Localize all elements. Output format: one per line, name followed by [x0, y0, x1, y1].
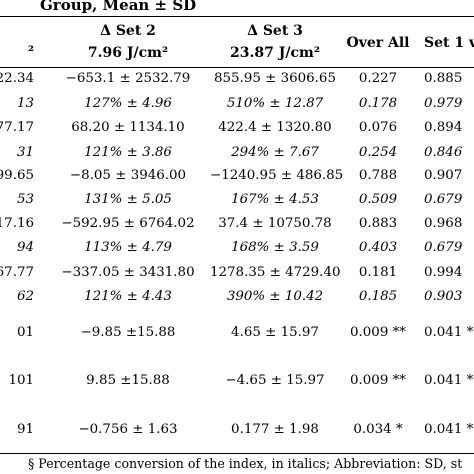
cell: 0.178	[358, 96, 398, 111]
cell: 101	[8, 373, 34, 388]
cell: 68.20 ± 1134.10	[71, 120, 185, 135]
cell: 0.679	[424, 240, 463, 255]
cell: 0.041 *	[424, 422, 474, 437]
cell: 390% ± 10.42	[226, 289, 324, 304]
cell: 0.885	[424, 71, 463, 86]
cell: 0.903	[424, 289, 463, 304]
cell: 0.041 *	[424, 373, 474, 388]
cell: 13	[16, 96, 34, 111]
cell: 0.894	[424, 120, 463, 135]
cell: 9.85 ±15.88	[86, 373, 170, 388]
cell: 0.034 *	[353, 422, 403, 437]
cell: 0.041 *	[424, 325, 474, 340]
cell: 0.009 **	[350, 373, 406, 388]
cell: 0.177 ± 1.98	[231, 422, 319, 437]
cell: 0.403	[358, 240, 398, 255]
top-rule	[0, 16, 474, 17]
cell: 91	[16, 422, 34, 437]
cell: 37.4 ± 10750.78	[218, 216, 332, 231]
col0-unit: ²	[27, 44, 34, 60]
cell: 94	[16, 240, 34, 255]
col4-title: Set 1 vs.	[424, 35, 474, 51]
header-rule	[0, 67, 474, 68]
cell: −8.05 ± 3946.00	[69, 168, 187, 183]
col2-sub: 23.87 J/cm²	[230, 45, 320, 61]
cell: 967.77	[0, 265, 34, 280]
cell: 17.16	[0, 216, 34, 231]
footnote: § Percentage conversion of the index, in…	[28, 456, 463, 471]
bottom-rule	[0, 453, 474, 454]
cell: 0.509	[358, 192, 398, 207]
cell: 0.994	[424, 265, 463, 280]
cell: 113% ± 4.79	[84, 240, 172, 255]
cell: 131% ± 5.05	[84, 192, 172, 207]
cell: 31	[16, 145, 34, 160]
cell: 121% ± 3.86	[84, 145, 172, 160]
cell: −9.85 ±15.88	[80, 325, 176, 340]
col2-title: Δ Set 3	[247, 23, 303, 39]
cell: 99.65	[0, 168, 34, 183]
cell: 0.979	[424, 96, 463, 111]
cell: 01	[16, 325, 34, 340]
cell: 1278.35 ± 4729.40	[210, 265, 341, 280]
cell: −0.756 ± 1.63	[78, 422, 178, 437]
cell: −337.05 ± 3431.80	[61, 265, 195, 280]
cell: 53	[16, 192, 34, 207]
cell: 0.254	[358, 145, 398, 160]
cell: 121% ± 4.43	[84, 289, 172, 304]
cell: 0.181	[358, 265, 398, 280]
cell: −653.1 ± 2532.79	[65, 71, 191, 86]
cell: 0.846	[424, 145, 463, 160]
col1-sub: 7.96 J/cm²	[87, 45, 169, 61]
cell: 22.34	[0, 71, 34, 86]
group-header: Group, Mean ± SD	[40, 0, 197, 14]
cell: 422.4 ± 1320.80	[218, 120, 332, 135]
cell: −4.65 ± 15.97	[225, 373, 325, 388]
cell: 510% ± 12.87	[226, 96, 324, 111]
cell: 294% ± 7.67	[231, 145, 319, 160]
cell: 0.907	[424, 168, 463, 183]
col1-title: Δ Set 2	[100, 23, 156, 39]
cell: 0.009 **	[350, 325, 406, 340]
col3-title: Over All	[346, 35, 410, 51]
cell: 0.076	[358, 120, 398, 135]
cell: 4.65 ± 15.97	[231, 325, 319, 340]
cell: −1240.95 ± 486.85	[210, 168, 344, 183]
cell: −592.95 ± 6764.02	[61, 216, 195, 231]
cell: 127% ± 4.96	[84, 96, 172, 111]
cell: 168% ± 3.59	[231, 240, 319, 255]
cell: 0.227	[358, 71, 398, 86]
cell: 167% ± 4.53	[231, 192, 319, 207]
cell: 62	[16, 289, 34, 304]
cell: 0.185	[358, 289, 398, 304]
cell: 0.679	[424, 192, 463, 207]
cell: 0.788	[358, 168, 398, 183]
cell: 855.95 ± 3606.65	[214, 71, 336, 86]
cell: 0.883	[358, 216, 398, 231]
cell: 0.968	[424, 216, 463, 231]
cell: 77.17	[0, 120, 34, 135]
